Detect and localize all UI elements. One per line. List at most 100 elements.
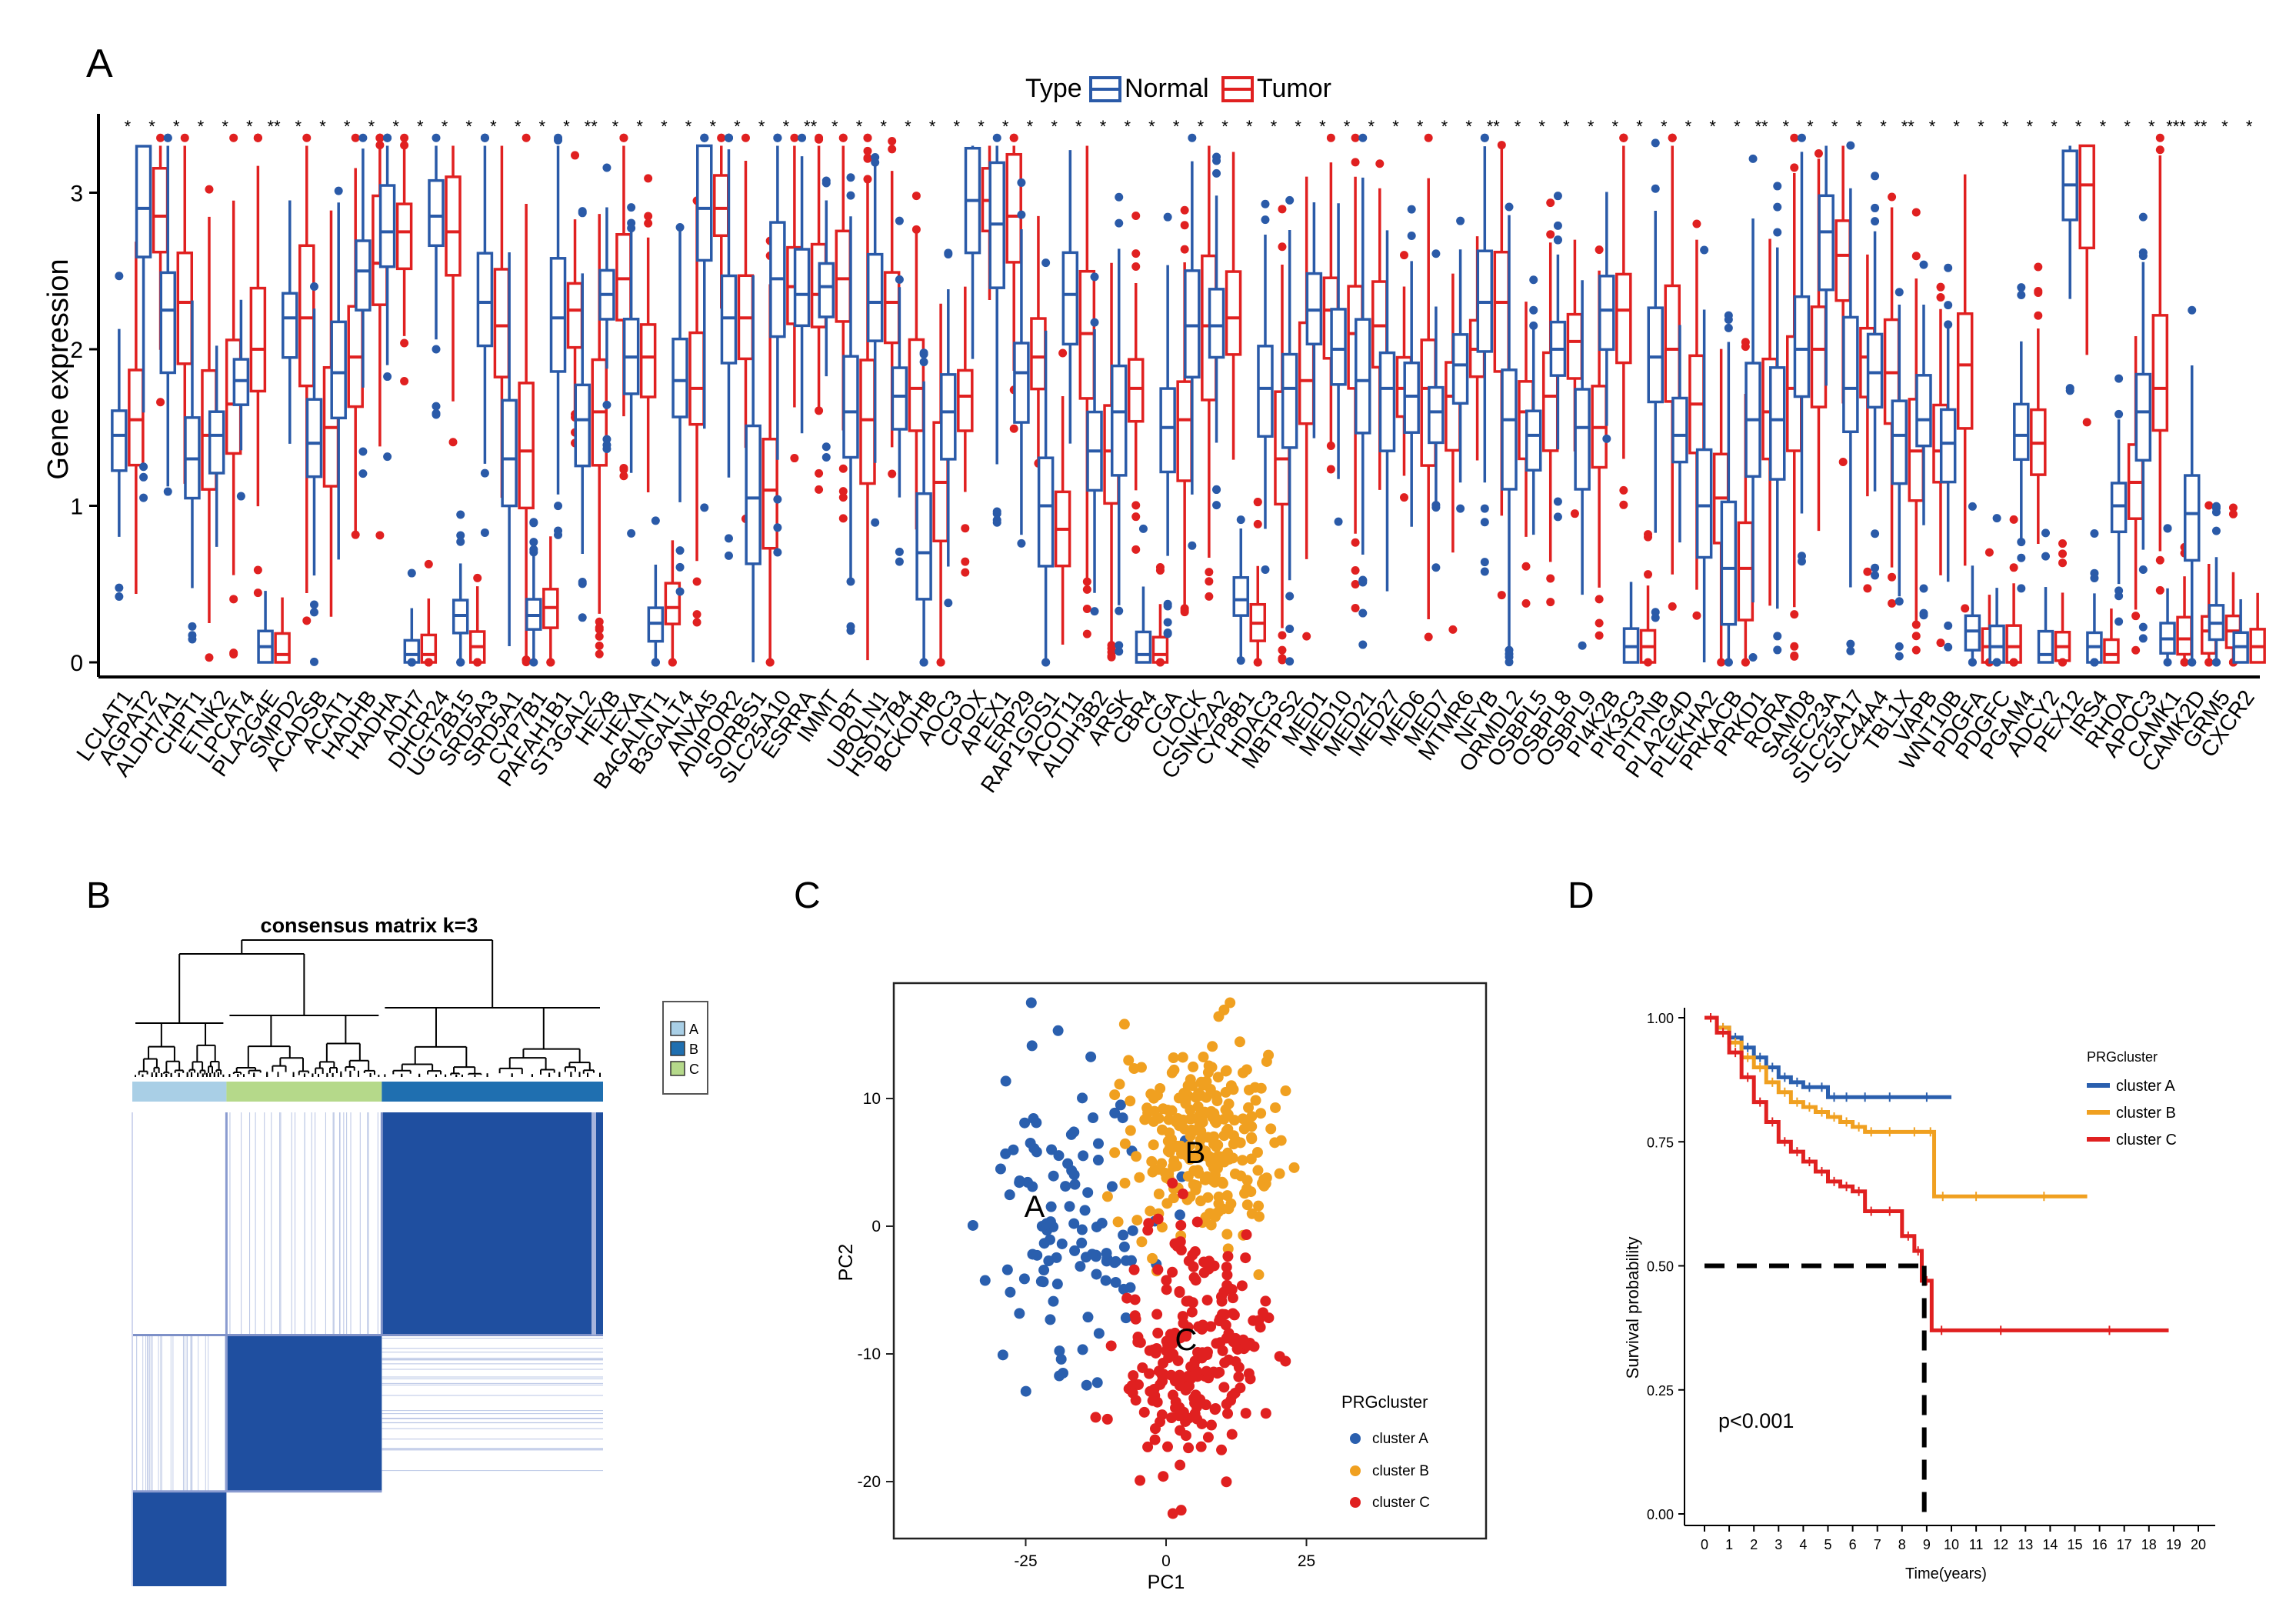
- box-normal-apoc3-outlier: [2138, 622, 2148, 632]
- survival-curve-cluster-B: [1705, 1015, 2088, 1199]
- box-tumor-hexa-outlier: [644, 218, 653, 228]
- box-normal-pgam4-outlier: [2017, 291, 2026, 300]
- box-normal-hadha-box: [378, 184, 396, 268]
- legend-type-title: Type: [1025, 74, 1082, 103]
- pca-point-cluster-C: [1240, 1252, 1251, 1264]
- pca-point-cluster-A: [1000, 1075, 1011, 1087]
- pca-point-cluster-C: [1227, 1292, 1238, 1304]
- legend-label-c: C: [689, 1062, 699, 1077]
- pca-point-cluster-A: [1091, 1377, 1103, 1389]
- box-normal-pgam4-box: [2013, 402, 2030, 462]
- box-normal-ugt2b15-outlier: [456, 531, 465, 540]
- box-normal-esrra-box: [793, 248, 811, 328]
- cluster-bar-a: [132, 1082, 227, 1102]
- box-normal-adh7-outlier: [407, 658, 416, 667]
- box-normal-ugt2b15-outlier: [456, 658, 465, 667]
- box-normal-pdgfc-box: [1988, 624, 2005, 664]
- box-normal-dbt-outlier: [846, 577, 855, 586]
- box-normal-pgam4-outlier: [2017, 553, 2026, 562]
- pca-point-cluster-A: [1092, 1155, 1104, 1166]
- box-tumor-pgam4-outlier: [2034, 286, 2043, 295]
- survival-y-tick-label: 0.50: [1647, 1259, 1674, 1275]
- box-normal-aldh3b2-outlier: [1090, 318, 1099, 327]
- pca-point-cluster-C: [1274, 1351, 1285, 1362]
- box-tumor-acat1-outlier: [351, 530, 360, 539]
- pca-point-cluster-B: [1199, 1106, 1211, 1118]
- panel-label-c: C: [794, 875, 821, 916]
- box-tumor-immt-outlier: [838, 514, 848, 523]
- pca-point-cluster-C: [1138, 1406, 1150, 1418]
- box-normal-bckdhb-outlier: [919, 348, 928, 358]
- significance-mark: *: [1295, 117, 1301, 136]
- pca-point-cluster-C: [1217, 1309, 1228, 1320]
- cluster-bar-b: [382, 1082, 603, 1102]
- box-tumor-irs4-box: [2103, 638, 2120, 664]
- pca-point-cluster-A: [1053, 1150, 1065, 1162]
- pca-point-cluster-A: [1045, 1201, 1057, 1212]
- pca-point-cluster-B: [1245, 1153, 1257, 1165]
- box-normal-osbpl8-outlier: [1553, 235, 1562, 245]
- box-normal-arsk-outlier: [1115, 606, 1124, 615]
- pca-point-cluster-A: [1028, 1113, 1039, 1125]
- box-tumor-hadha-outlier: [400, 377, 409, 386]
- box-normal-slc44a4-box: [1866, 332, 1884, 409]
- pca-point-cluster-B: [1221, 1229, 1233, 1240]
- significance-mark: *: [1319, 117, 1326, 136]
- box-tumor-clock-outlier: [1205, 577, 1214, 586]
- pca-point-cluster-C: [1150, 1423, 1161, 1435]
- box-tumor-nfyb-outlier: [1497, 141, 1506, 150]
- pca-point-cluster-A: [1051, 1279, 1063, 1290]
- pca-point-cluster-B: [1147, 1252, 1158, 1264]
- box-tumor-slc25a10-outlier: [790, 454, 799, 463]
- pca-point-cluster-C: [1198, 1256, 1210, 1268]
- box-tumor-med10-outlier: [1351, 579, 1360, 588]
- pca-point-cluster-A: [1068, 1169, 1080, 1181]
- pca-point-cluster-B: [1198, 1052, 1209, 1063]
- box-tumor-hadhb-outlier: [375, 141, 385, 150]
- pca-y-tick-label: -20: [858, 1473, 881, 1491]
- pca-point-cluster-C: [1167, 1338, 1178, 1349]
- significance-mark: *: [978, 117, 985, 136]
- significance-mark: *: [1515, 117, 1521, 136]
- box-normal-aldh3b2-outlier: [1090, 607, 1099, 616]
- pca-point-cluster-C: [1167, 1508, 1178, 1519]
- box-tumor-med21-outlier: [1375, 159, 1385, 168]
- box-normal-acot11-box: [1061, 251, 1079, 346]
- box-normal-adipor2-outlier: [724, 534, 733, 543]
- box-tumor-vapb-outlier: [1936, 638, 1945, 648]
- box-normal-rap1gds1-box: [1037, 456, 1055, 568]
- box-normal-tbl1x-outlier: [1894, 597, 1904, 606]
- box-normal-mbtps2-outlier: [1285, 195, 1295, 205]
- box-tumor-agpat2-outlier: [156, 133, 165, 142]
- box-normal-tbl1x-outlier: [1894, 642, 1904, 651]
- box-tumor-hdac3-outlier: [1278, 645, 1287, 655]
- pca-point-cluster-B: [1128, 1063, 1140, 1075]
- significance-mark: *: [685, 117, 692, 136]
- box-normal-hexb-outlier: [602, 435, 611, 444]
- pca-point-cluster-A: [1068, 1218, 1080, 1229]
- pca-point-cluster-B: [1109, 1089, 1121, 1101]
- box-normal-rhoa-outlier: [2114, 617, 2124, 626]
- box-normal-grm5-outlier: [2211, 658, 2221, 667]
- box-normal-acadsb-outlier: [309, 657, 318, 666]
- box-tumor-adh7-outlier: [424, 559, 433, 568]
- box-tumor-immt-outlier: [838, 493, 848, 502]
- box-normal-wnt10b-outlier: [1944, 301, 1953, 310]
- pca-point-cluster-B: [1275, 1135, 1287, 1146]
- significance-mark: *: [344, 117, 351, 136]
- box-normal-pdgfa-box: [1964, 614, 1981, 652]
- box-normal-pafah1b1-outlier: [554, 526, 563, 535]
- pca-point-cluster-B: [1242, 1115, 1254, 1127]
- box-normal-ugt2b15-outlier: [456, 537, 465, 546]
- box-tumor-camk1-outlier: [2180, 658, 2189, 667]
- significance-mark: *: [2027, 117, 2034, 136]
- pca-point-cluster-C: [1201, 1295, 1213, 1306]
- box-normal-mbtps2-box: [1281, 352, 1298, 449]
- box-tumor-med6-outlier: [1424, 632, 1433, 642]
- box-tumor-dhcr24-outlier: [448, 438, 458, 447]
- box-tumor-osbpl9-outlier: [1595, 595, 1604, 604]
- box-tumor-hdac3-outlier: [1278, 631, 1287, 640]
- pca-point-cluster-C: [1241, 1229, 1252, 1241]
- pca-point-cluster-C: [1132, 1336, 1144, 1348]
- box-tumor-lpcat4-box: [249, 286, 267, 393]
